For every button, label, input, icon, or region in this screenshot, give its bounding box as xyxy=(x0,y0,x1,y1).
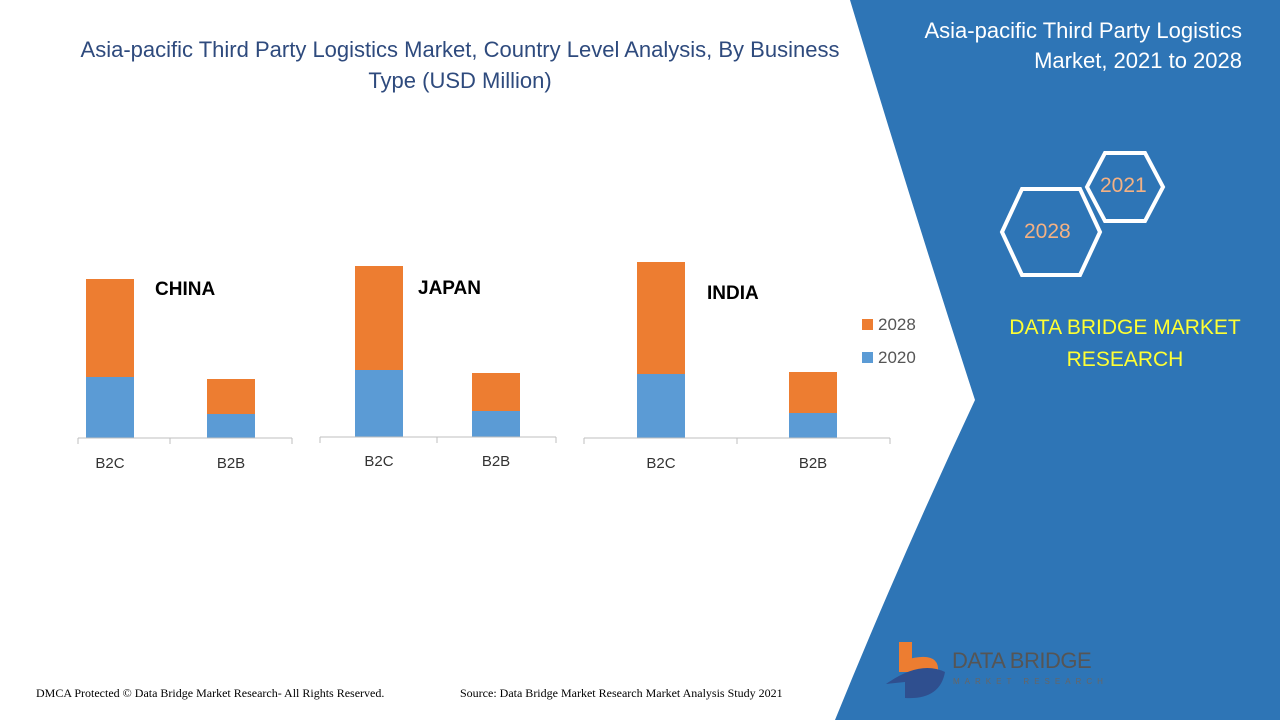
bar-china-B2C-2028 xyxy=(86,279,134,377)
hex-label-2028: 2028 xyxy=(1024,220,1071,243)
panel-title-india: INDIA xyxy=(707,283,759,304)
legend-item-2028: 2028 xyxy=(862,315,916,335)
bar-india-B2B-2020 xyxy=(789,413,837,438)
hexagon-2028 xyxy=(999,187,1103,277)
bar-japan-B2B-2020 xyxy=(472,411,520,437)
footer-copyright: DMCA Protected © Data Bridge Market Rese… xyxy=(36,686,385,700)
chart-title: Asia-pacific Third Party Logistics Marke… xyxy=(80,37,840,93)
hex-label-2021: 2021 xyxy=(1100,174,1147,197)
bar-japan-B2C-2028 xyxy=(355,266,403,370)
footer-source: Source: Data Bridge Market Research Mark… xyxy=(460,686,783,700)
bar-india-B2B-2028 xyxy=(789,372,837,413)
hexagon-2021 xyxy=(1084,151,1166,223)
tick-label: B2C xyxy=(95,455,125,472)
legend-item-2020: 2020 xyxy=(862,348,916,368)
bar-india-B2C-2028 xyxy=(637,262,685,374)
bar-china-B2C-2020 xyxy=(86,377,134,438)
tick-label: B2B xyxy=(798,455,828,472)
bar-china-B2B-2020 xyxy=(207,414,255,438)
side-title: Asia-pacific Third Party Logistics Marke… xyxy=(924,18,1243,73)
bar-china-B2B-2028 xyxy=(207,379,255,414)
bar-japan-B2B-2028 xyxy=(472,373,520,411)
bar-japan-B2C-2020 xyxy=(355,370,403,437)
tick-label: B2B xyxy=(481,453,511,470)
tick-label: B2C xyxy=(364,453,394,470)
panel-title-china: CHINA xyxy=(155,279,216,300)
logo-tagline: MARKET RESEARCH xyxy=(953,677,1108,686)
tick-label: B2B xyxy=(216,455,246,472)
logo-name: DATA BRIDGE xyxy=(952,648,1092,673)
logo-icon xyxy=(886,642,945,699)
bar-india-B2C-2020 xyxy=(637,374,685,438)
brand-text: DATA BRIDGE MARKET RESEARCH xyxy=(1009,316,1241,371)
tick-label: B2C xyxy=(646,455,676,472)
panel-title-japan: JAPAN xyxy=(418,278,481,299)
